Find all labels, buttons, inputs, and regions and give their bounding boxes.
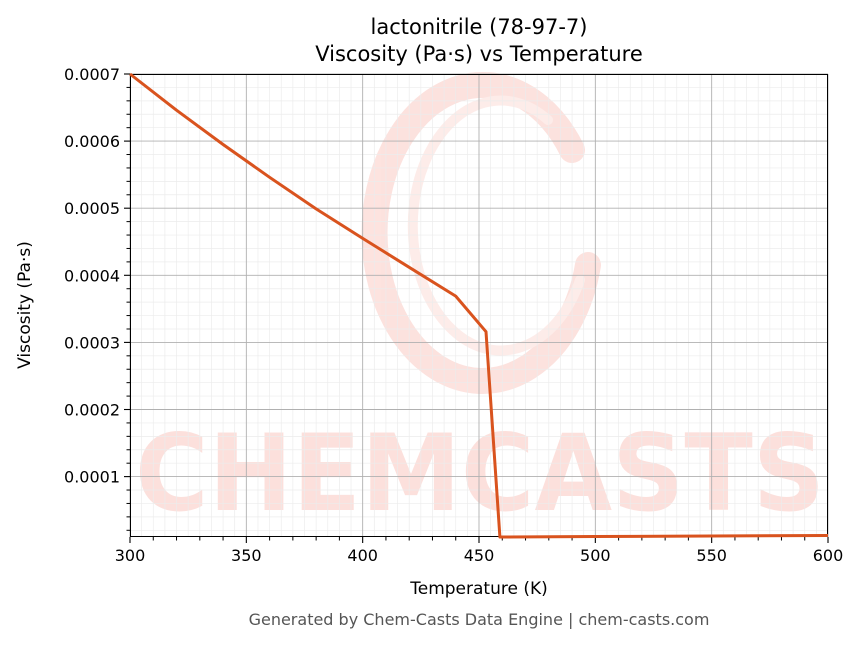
footer-credit: Generated by Chem-Casts Data Engine | ch… (249, 610, 710, 629)
x-tick-label: 500 (580, 546, 611, 565)
series-line (129, 72, 829, 539)
y-axis-label: Viscosity (Pa·s) (15, 241, 35, 369)
y-tick-label: 0.0001 (64, 468, 120, 487)
watermark: CHEMCASTS (135, 71, 825, 535)
plot-frame (130, 74, 828, 537)
y-axis-ticks: 0.0001 0.0002 0.0003 0.0004 0.0005 0.0006 0.00… (64, 65, 130, 531)
y-tick-label: 0.0003 (64, 333, 120, 352)
x-tick-label: 350 (231, 546, 262, 565)
watermark-logo (361, 71, 601, 394)
watermark-text: CHEMCASTS (135, 412, 825, 535)
chart-title: lactonitrile (78-97-7) (371, 15, 588, 39)
x-tick-label: 600 (813, 546, 844, 565)
x-tick-label: 450 (464, 546, 495, 565)
y-tick-label: 0.0006 (64, 132, 120, 151)
y-tick-label: 0.0007 (64, 65, 120, 84)
chart-subtitle: Viscosity (Pa·s) vs Temperature (315, 42, 643, 66)
series-layer (129, 72, 829, 539)
x-tick-label: 300 (115, 546, 146, 565)
y-tick-label: 0.0004 (64, 266, 120, 285)
y-tick-label: 0.0005 (64, 199, 120, 218)
x-axis-label: Temperature (K) (409, 579, 548, 599)
x-axis-ticks: 300 350 400 450 500 550 600 (115, 537, 844, 565)
y-tick-label: 0.0002 (64, 401, 120, 420)
x-tick-label: 400 (347, 546, 378, 565)
x-tick-label: 550 (696, 546, 727, 565)
